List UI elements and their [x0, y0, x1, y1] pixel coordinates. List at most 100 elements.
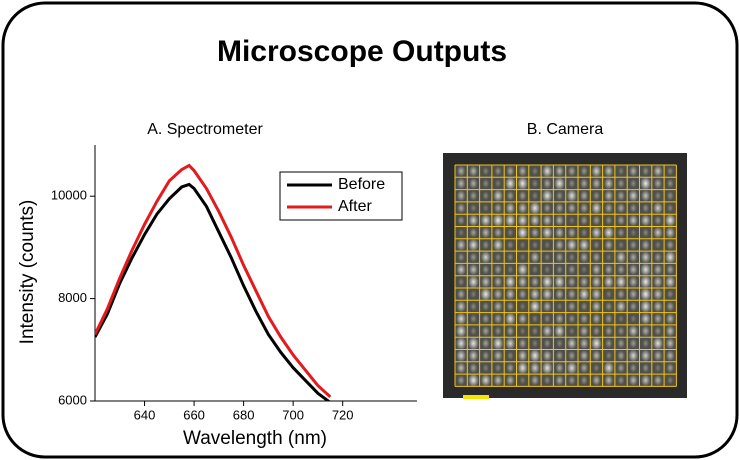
camera-spot	[517, 213, 528, 227]
camera-spot	[542, 214, 552, 227]
camera-spot	[555, 252, 564, 263]
camera-spot	[531, 265, 539, 274]
camera-spot	[605, 253, 612, 262]
camera-spot	[506, 165, 515, 177]
x-axis-label: Wavelength (nm)	[183, 428, 327, 449]
camera-spot	[468, 275, 479, 289]
camera-spot	[482, 264, 490, 275]
x-tick-label: 720	[332, 407, 354, 422]
camera-spot	[529, 299, 541, 314]
camera-spot	[544, 240, 551, 250]
camera-spot	[541, 361, 553, 375]
camera-spot	[568, 264, 576, 275]
camera-spot	[542, 164, 553, 178]
camera-spot	[482, 191, 490, 201]
camera-spot	[592, 191, 601, 201]
camera-spot	[530, 287, 540, 301]
camera-spot	[555, 226, 565, 239]
camera-spot	[468, 263, 479, 276]
camera-spot	[641, 239, 650, 251]
camera-spot	[506, 240, 514, 250]
camera-spot	[542, 287, 553, 301]
camera-spot	[555, 191, 564, 201]
camera-spot	[653, 350, 663, 362]
camera-spot	[579, 251, 589, 263]
camera-spot	[517, 262, 528, 277]
camera-spot	[617, 264, 625, 275]
camera-spot	[642, 203, 650, 213]
camera-spot	[531, 166, 539, 176]
camera-spot	[567, 276, 576, 288]
camera-spot	[456, 238, 466, 251]
camera-spot	[666, 289, 674, 299]
camera-spot	[666, 362, 675, 374]
camera-spot	[664, 213, 676, 228]
camera-spot	[456, 300, 466, 313]
camera-spot	[615, 275, 627, 289]
camera-spot	[457, 375, 466, 386]
camera-spot	[654, 240, 662, 250]
camera-spot	[470, 203, 477, 213]
camera-spot	[628, 276, 638, 288]
camera-spot	[493, 374, 503, 387]
camera-spot	[640, 262, 651, 277]
camera-spot	[505, 213, 516, 228]
legend	[279, 171, 403, 221]
camera-spot	[580, 228, 588, 238]
camera-spot	[604, 202, 613, 214]
camera-spot	[617, 375, 625, 385]
page-title: Microscope Outputs	[217, 35, 507, 68]
camera-spot	[530, 374, 540, 386]
camera-spot	[481, 338, 490, 349]
camera-spot	[604, 165, 614, 178]
camera-spot	[469, 177, 478, 189]
camera-spot	[543, 375, 551, 385]
camera-spot	[629, 203, 638, 213]
camera-spot	[531, 240, 539, 250]
camera-spot	[653, 263, 663, 276]
camera-spot	[531, 326, 539, 336]
camera-spot	[530, 251, 540, 264]
camera-spot	[654, 252, 662, 263]
camera-spot	[555, 350, 564, 361]
camera-spot	[518, 338, 527, 349]
camera-spot	[494, 363, 502, 373]
camera-spot	[568, 326, 575, 336]
camera-spot	[640, 251, 651, 264]
camera-spot	[640, 214, 651, 227]
camera-spot	[617, 350, 626, 361]
camera-spot	[566, 361, 578, 375]
camera-spot	[628, 189, 639, 203]
camera-spot	[470, 289, 477, 299]
camera-spot	[665, 325, 675, 337]
camera-spot	[640, 374, 651, 387]
camera-spot	[591, 226, 602, 240]
camera-spot	[505, 288, 515, 301]
camera-spot	[664, 250, 676, 265]
camera-spot	[567, 165, 576, 177]
camera-spot	[493, 288, 503, 300]
camera-spot	[541, 274, 553, 289]
camera-spot	[591, 164, 602, 178]
camera-spot	[482, 350, 490, 361]
camera-spot	[505, 176, 516, 191]
camera-spot	[592, 374, 601, 386]
camera-spot	[617, 190, 626, 201]
camera-spot	[591, 287, 602, 301]
camera-spot	[518, 288, 527, 300]
camera-spot	[592, 252, 601, 263]
camera-spot	[519, 253, 526, 262]
camera-spot	[455, 336, 467, 351]
camera-spot	[480, 287, 492, 302]
camera-spot	[457, 252, 465, 262]
camera-spot	[543, 178, 552, 189]
camera-spot	[482, 363, 489, 373]
camera-spot	[665, 313, 675, 325]
camera-spot	[542, 324, 553, 338]
camera-spot	[580, 301, 588, 312]
camera-spot	[666, 203, 674, 213]
camera-spot	[556, 264, 564, 275]
camera-spot	[554, 176, 565, 191]
camera-spot	[566, 189, 578, 203]
y-tick-label: 8000	[58, 290, 87, 305]
